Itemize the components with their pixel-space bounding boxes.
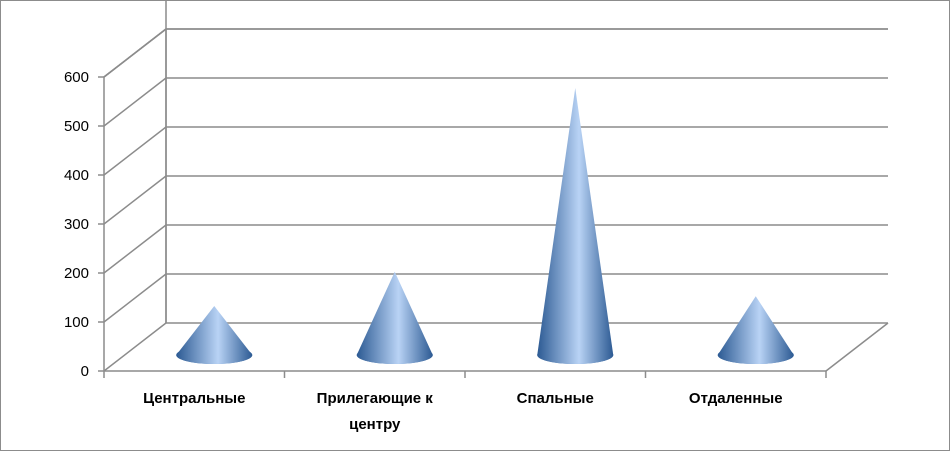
- axis-layer: [98, 76, 827, 378]
- x-category-label: Центральные: [143, 390, 245, 407]
- y-tick-label: 100: [64, 314, 89, 331]
- cone-body: [717, 296, 794, 364]
- cone-4: [717, 296, 794, 364]
- y-tick-label: 300: [64, 216, 89, 233]
- y-tick-label: 200: [64, 265, 89, 282]
- x-category-label: Спальные: [517, 390, 594, 407]
- grid-layer: [103, 1, 889, 372]
- x-category-label: Отдаленные: [689, 390, 783, 407]
- gridline-200: [103, 224, 888, 274]
- gridline-600: [103, 28, 888, 78]
- gridline-300: [103, 175, 888, 225]
- y-tick-label: 500: [64, 118, 89, 135]
- gridline-100: [103, 273, 888, 323]
- y-tick-label: 400: [64, 167, 89, 184]
- cone-body: [356, 271, 433, 364]
- cone-2: [356, 271, 433, 364]
- y-tick-label: 0: [81, 363, 89, 380]
- gridline-500: [103, 77, 888, 127]
- cone-3: [537, 87, 614, 364]
- cone-1: [176, 306, 253, 364]
- x-category-label: Прилегающие к центру: [317, 390, 434, 433]
- cone-body: [537, 87, 614, 364]
- cone-body: [176, 306, 253, 364]
- cone-layer: [176, 87, 794, 364]
- label-layer: 0 100 200 300 400 500 600 Центральные Прилегающи…: [64, 69, 783, 433]
- y-tick-label: 600: [64, 69, 89, 86]
- gridline-400: [103, 126, 888, 176]
